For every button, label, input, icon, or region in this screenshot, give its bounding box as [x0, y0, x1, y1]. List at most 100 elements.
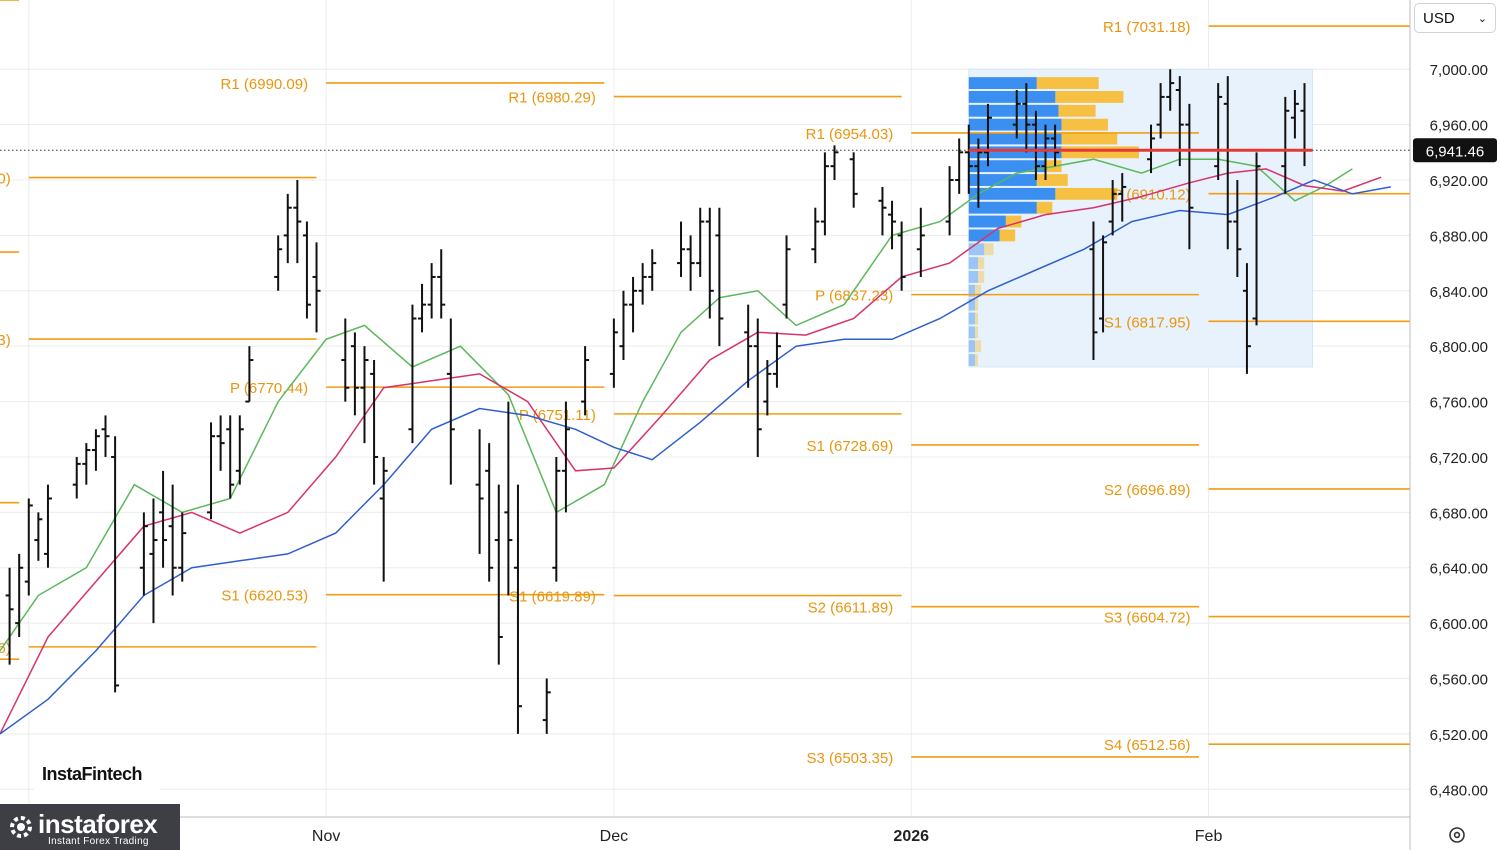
volume-row-sell: [1055, 91, 1124, 103]
y-tick-label: 6,680.00: [1430, 505, 1488, 522]
ohlc-bar: [168, 484, 177, 596]
ohlc-bar: [360, 346, 369, 444]
ohlc-bar: [43, 484, 52, 568]
ohlc-bar: [1089, 221, 1098, 361]
pivot-label: S2 (6696.89): [1104, 482, 1191, 499]
ohlc-bar: [513, 484, 522, 734]
volume-row-buy: [968, 312, 975, 325]
ohlc-bar: [101, 415, 110, 457]
volume-row-sell: [1036, 77, 1099, 90]
ohlc-bar: [1108, 180, 1117, 236]
ohlc-bar: [677, 221, 686, 277]
ohlc-bar: [878, 186, 887, 236]
ohlc-bar: [274, 235, 283, 291]
volume-row-sell: [1061, 146, 1139, 159]
volume-row-sell: [978, 271, 985, 283]
ohlc-bar: [245, 346, 254, 403]
instaforex-logo: instaforex Instant Forex Trading: [0, 804, 180, 850]
volume-row-buy: [968, 354, 975, 366]
volume-row-sell: [1036, 201, 1053, 214]
volume-row-buy: [968, 243, 985, 256]
ohlc-bar: [1041, 124, 1050, 181]
volume-row-buy: [968, 215, 1006, 228]
volume-row-sell: [978, 257, 985, 270]
volume-row-buy: [968, 77, 1037, 90]
y-tick-label: 6,840.00: [1430, 284, 1488, 301]
ohlc-bar: [111, 436, 120, 693]
ohlc-bar: [207, 422, 216, 520]
ohlc-bar: [379, 456, 388, 582]
ohlc-bar: [1051, 124, 1060, 167]
ohlc-bar: [1156, 83, 1165, 139]
ohlc-bar: [561, 401, 570, 513]
ohlc-bar: [888, 200, 897, 250]
ohlc-bar: [1099, 235, 1108, 333]
volume-row-buy: [968, 229, 1000, 242]
volume-row-sell: [974, 284, 982, 297]
y-tick-label: 6,920.00: [1430, 173, 1488, 190]
ohlc-bar: [350, 332, 359, 416]
pivot-label: S1 (6728.69): [806, 438, 893, 455]
ohlc-bar: [897, 221, 906, 291]
pivot-label: S3 (6604.72): [1104, 610, 1191, 627]
pivot-label: R1 (7031.18): [1103, 19, 1191, 36]
volume-row-sell: [974, 354, 979, 366]
volume-row-buy: [968, 201, 1037, 214]
pivot-label: R1 (6954.03): [806, 126, 894, 143]
ohlc-bar: [293, 180, 302, 264]
ohlc-bar: [849, 152, 858, 208]
ohlc-bar: [72, 456, 81, 499]
ohlc-bar: [139, 512, 148, 596]
volume-row-sell: [1061, 118, 1108, 131]
price-bars: [5, 69, 1309, 734]
ohlc-bar: [475, 429, 484, 554]
ohlc-bar: [830, 145, 839, 181]
ohlc-bar: [609, 318, 618, 388]
ohlc-bar: [1185, 103, 1194, 250]
ohlc-bar: [446, 318, 455, 485]
ohlc-bar: [705, 207, 714, 319]
pivot-label: S3 (6503.35): [806, 750, 893, 767]
y-tick-label: 6,880.00: [1430, 228, 1488, 245]
volume-row-buy: [968, 298, 975, 311]
ohlc-bar: [916, 207, 925, 277]
ohlc-bar: [744, 304, 753, 388]
moving-average-line: [0, 179, 1391, 735]
x-tick-label: 2026: [893, 828, 929, 845]
watermark-text: InstaFintech: [42, 764, 143, 784]
pivot-label: 05.13): [0, 332, 11, 349]
x-axis-panel: [0, 817, 1500, 850]
ohlc-bar: [1012, 90, 1021, 139]
currency-label: USD: [1423, 9, 1455, 27]
ohlc-bar: [753, 318, 762, 457]
ohlc-bar: [619, 290, 628, 361]
logo-subtitle: Instant Forex Trading: [48, 836, 149, 847]
volume-row-sell: [984, 243, 994, 256]
ohlc-bar: [159, 470, 168, 568]
y-tick-label: 6,560.00: [1430, 672, 1488, 689]
ohlc-bar: [983, 103, 992, 167]
y-tick-label: 6,960.00: [1430, 118, 1488, 135]
volume-row-sell: [1055, 187, 1118, 200]
currency-select[interactable]: USD ⌄: [1414, 3, 1496, 33]
volume-row-sell: [974, 326, 979, 339]
pivot-levels: 21.80) 05.13) 82.86) R1 (6990.09) P (6770.44…: [0, 0, 1410, 767]
ohlc-bar: [283, 193, 292, 264]
ohlc-bar: [581, 346, 590, 416]
ohlc-bar: [5, 567, 14, 665]
x-tick-label: Feb: [1195, 828, 1223, 845]
ohlc-bar: [955, 138, 964, 194]
volume-row-buy: [968, 132, 1062, 145]
ohlc-bar: [811, 207, 820, 264]
ohlc-bar: [1118, 173, 1127, 222]
settings-button[interactable]: [1444, 822, 1470, 848]
ohlc-bar: [408, 304, 417, 444]
current-price-label: 6,941.46: [1426, 143, 1484, 160]
logo-mark-icon: [10, 816, 32, 838]
ohlc-bar: [91, 429, 100, 471]
ohlc-bar: [34, 512, 43, 561]
pivot-label: R1 (6990.09): [221, 76, 309, 93]
y-tick-label: 6,760.00: [1430, 395, 1488, 412]
ohlc-bar: [696, 207, 705, 277]
